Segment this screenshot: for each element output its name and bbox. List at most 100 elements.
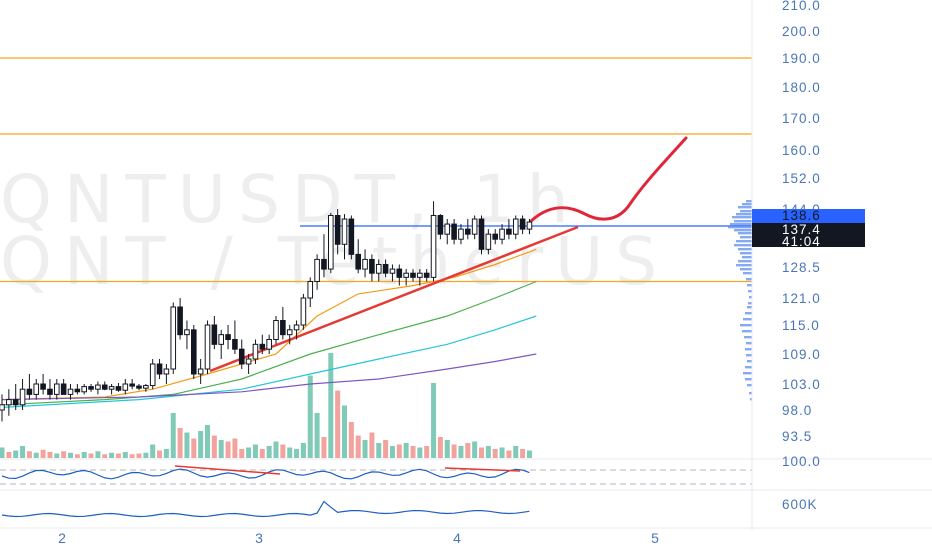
volume-profile-bar <box>743 372 752 375</box>
volume-bar <box>26 451 32 458</box>
volume-bar <box>61 451 67 458</box>
volume-bar <box>13 450 19 458</box>
volume-bar <box>252 444 258 458</box>
volume-bar <box>451 444 457 458</box>
volume-profile-bar <box>738 260 752 263</box>
price-tick-label: 121.0 <box>782 291 821 306</box>
candle-body <box>307 280 314 299</box>
volume-bar <box>170 413 176 458</box>
current-price-tag-bg <box>752 223 865 247</box>
volume-profile-bar <box>744 336 752 339</box>
candle-body <box>341 218 348 245</box>
candle-body <box>74 388 81 393</box>
volume-bar <box>369 432 375 458</box>
candle-body <box>526 221 533 230</box>
volume-profile-bar <box>746 278 752 281</box>
volume-bar <box>458 446 464 458</box>
volume-bar <box>143 452 149 458</box>
candle-body <box>238 348 245 365</box>
volume-bar <box>403 443 409 458</box>
candle-body <box>0 404 5 411</box>
price-tick-label: 152.0 <box>782 171 821 186</box>
candle-body <box>33 383 40 395</box>
volume-profile-bar <box>734 229 752 232</box>
volume-bar <box>321 437 327 458</box>
candle-body <box>197 368 204 375</box>
volume-profile-bar <box>745 378 752 381</box>
volume-bar <box>150 444 156 458</box>
volume-bar <box>328 353 334 458</box>
time-tick-label: 3 <box>255 530 263 546</box>
volume-bar <box>198 431 204 458</box>
candle-body <box>136 385 142 389</box>
price-tick-label: 160.0 <box>782 143 821 158</box>
candle-body <box>300 297 307 326</box>
volume-profile-bar <box>747 384 752 387</box>
candle-body <box>396 268 403 278</box>
current-price-tag-text: 137.4 <box>782 222 821 237</box>
candle-body <box>471 218 478 235</box>
candle-body <box>348 218 355 255</box>
volume-profile-bar <box>740 236 752 239</box>
volume-bar <box>54 453 60 458</box>
volume-bar <box>205 425 210 458</box>
volume-bar <box>472 441 478 458</box>
candle-body <box>232 339 238 350</box>
rsi-tick-label: 100.0 <box>782 454 821 469</box>
volume-bar <box>479 447 484 458</box>
time-tick-label: 2 <box>58 530 66 546</box>
volume-bar <box>177 428 183 458</box>
volume-profile-bar <box>746 200 752 203</box>
volume-profile-bar <box>738 206 752 209</box>
volume-profile-bar <box>745 312 752 315</box>
candle-body <box>115 386 122 391</box>
volume-bar <box>47 452 53 458</box>
candle-body <box>163 368 170 375</box>
candle-body <box>191 329 197 375</box>
candle-body <box>403 272 409 278</box>
candle-body <box>245 358 252 365</box>
volume-bar <box>6 452 12 458</box>
time-tick-label: 4 <box>453 530 461 546</box>
volume-profile-bar <box>740 324 752 327</box>
volume-profile-bar <box>743 272 752 275</box>
volume-profile-bar <box>736 264 752 267</box>
volume-profile-bar <box>740 268 752 271</box>
rsi-divergence-line-2 <box>444 467 521 472</box>
volume-bar <box>492 449 498 458</box>
volume-bar <box>191 438 197 458</box>
price-tick-label: 200.0 <box>782 24 821 39</box>
candle-body <box>375 263 382 274</box>
projection-path <box>529 136 688 223</box>
candle-body <box>506 228 512 235</box>
volume-profile-bar <box>730 223 752 226</box>
volume-bar <box>163 449 169 458</box>
volume-bar <box>287 447 293 458</box>
candle-body <box>410 272 416 278</box>
volume-profile-bar <box>749 296 752 299</box>
candle-body <box>417 272 423 278</box>
volume-bar <box>81 452 87 458</box>
volume-bar <box>218 440 224 458</box>
candle-body <box>499 228 505 240</box>
price-tick-label: 115.0 <box>782 318 820 333</box>
volume-profile-bar <box>728 226 752 229</box>
volume-bar <box>506 450 512 458</box>
candle-body <box>465 228 471 235</box>
volume-bar <box>355 435 361 458</box>
moving-average-line <box>1 353 537 401</box>
candle-body <box>225 334 231 340</box>
volume-bar <box>424 446 430 458</box>
candle-body <box>170 306 177 370</box>
candle-body <box>40 383 46 390</box>
volume-bar <box>109 452 115 458</box>
candle-body <box>314 258 320 282</box>
volume-bar <box>259 449 265 458</box>
candle-body <box>156 363 163 375</box>
candle-body <box>108 386 115 390</box>
candle-body <box>478 218 485 250</box>
candle-body <box>423 272 430 278</box>
candle-body <box>362 258 368 270</box>
